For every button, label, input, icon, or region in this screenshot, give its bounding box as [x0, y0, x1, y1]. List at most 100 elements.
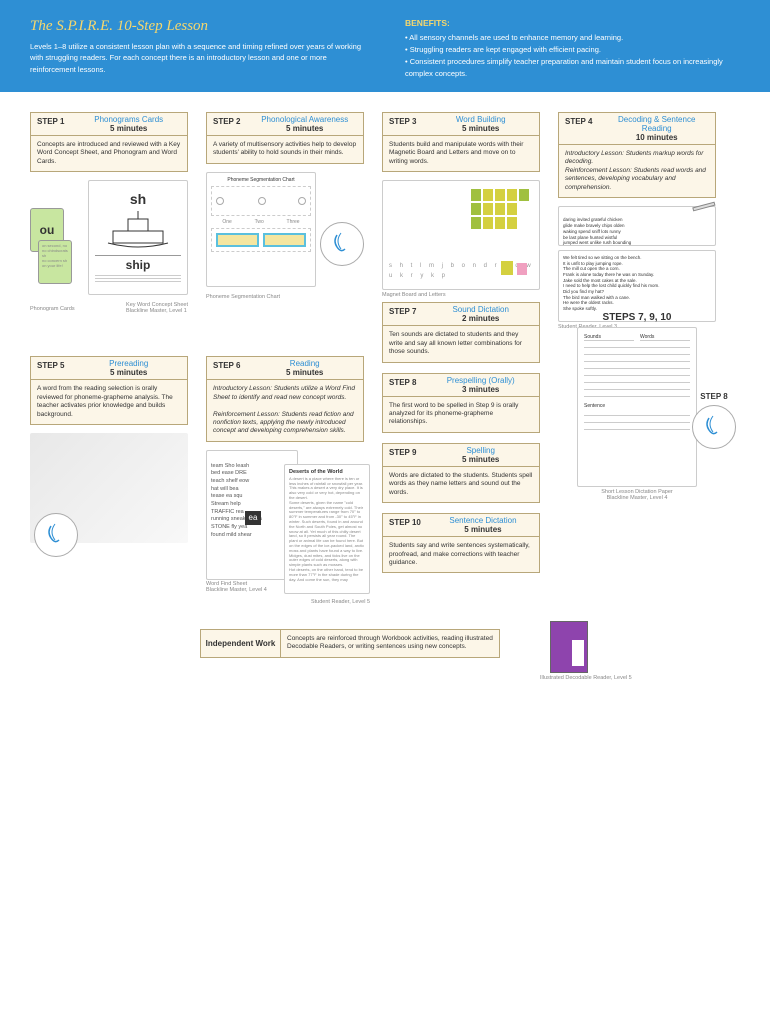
caption: Phonogram Cards	[30, 306, 75, 312]
step-num: STEP 7	[383, 303, 422, 325]
step-4: STEP 4Decoding & Sentence Reading10 minu…	[558, 112, 716, 198]
caption: Short Lesson Dictation Paper Blackline M…	[558, 489, 716, 501]
step-desc: Words are dictated to the students. Stud…	[383, 467, 539, 502]
step-5-visual	[30, 433, 188, 563]
ship-icon	[103, 211, 173, 251]
banner: The S.P.I.R.E. 10-Step Lesson Levels 1–8…	[0, 0, 770, 92]
caption: Illustrated Decodable Reader, Level 5	[540, 675, 632, 681]
step-desc: Students build and manipulate words with…	[383, 136, 539, 171]
content: STEP 1Phonograms Cards5 minutes Concepts…	[0, 92, 770, 701]
step-num: STEP 2	[207, 113, 246, 135]
caption: Word Find Sheet Blackline Master, Level …	[206, 581, 267, 593]
banner-benefits: BENEFITS: All sensory channels are used …	[405, 18, 740, 80]
step-9: STEP 9 Spelling5 minutes Words are dictat…	[382, 443, 540, 503]
step-8: STEP 8 Prespelling (Orally)3 minutes The …	[382, 373, 540, 433]
word-grid: daring invited grateful chicken glide ma…	[558, 206, 716, 246]
step-2-visual: Phoneme Segmentation Chart OneTwoThree	[206, 172, 364, 292]
step-time: 5 minutes	[431, 525, 535, 534]
step-7: STEP 7Sound Dictation2 minutes Ten sound…	[382, 302, 540, 362]
step-num: STEP 8	[383, 374, 422, 396]
banner-left: The S.P.I.R.E. 10-Step Lesson Levels 1–8…	[30, 18, 365, 80]
caption: Student Reader, Level 5	[311, 599, 370, 605]
independent-label: Independent Work	[201, 630, 281, 657]
step-num: STEP 6	[207, 357, 246, 379]
independent-work: Independent Work Concepts are reinforced…	[200, 629, 500, 658]
step-title: Phonological Awareness	[250, 115, 359, 124]
ear-icon	[320, 222, 364, 266]
caption: Key Word Concept Sheet Blackline Master,…	[126, 302, 188, 314]
step-2: STEP 2 Phonological Awareness5 minutes A …	[206, 112, 364, 164]
step-8-callout: STEP 8	[692, 392, 736, 449]
benefits-title: BENEFITS:	[405, 18, 740, 28]
steps-7-10: STEP 7Sound Dictation2 minutes Ten sound…	[382, 302, 540, 573]
step-3-visual: s h t l m j b o n d r g q w u k r y k p …	[382, 180, 540, 298]
step-time: 5 minutes	[426, 455, 535, 464]
step-6: STEP 6 Reading5 minutes Introductory Less…	[206, 356, 364, 442]
step-time: 5 minutes	[74, 124, 183, 133]
step-time: 5 minutes	[250, 368, 359, 377]
step-time: 10 minutes	[602, 133, 711, 142]
step-title: Sound Dictation	[426, 305, 535, 314]
benefit-item: All sensory channels are used to enhance…	[405, 32, 740, 44]
step-time: 5 minutes	[74, 368, 183, 377]
caption: Magnet Board and Letters	[382, 292, 540, 298]
step-time: 2 minutes	[426, 314, 535, 323]
step-5: STEP 5 Prereading5 minutes A word from th…	[30, 356, 188, 425]
step-10: STEP 10 Sentence Dictation5 minutes Stude…	[382, 513, 540, 573]
step-desc: Introductory Lesson: Students utilize a …	[207, 380, 363, 441]
step-time: 5 minutes	[426, 124, 535, 133]
step-num: STEP 5	[31, 357, 70, 379]
dictation-sheet: SoundsWords Sentence	[577, 327, 697, 487]
step-desc: Concepts are introduced and reviewed wit…	[31, 136, 187, 171]
concept-sheet: sh ship	[88, 180, 188, 295]
step-1-visual: sh ship ou on second, nono chindscrats s…	[30, 180, 188, 300]
decodable-reader: Illustrated Decodable Reader, Level 5	[540, 621, 632, 681]
row-2: STEP 5Prereading5 minutes A word from th…	[30, 356, 740, 609]
pencil-icon	[689, 199, 719, 215]
step-num: STEP 4	[559, 113, 598, 144]
phonogram-card-2: on second, nono chindscrats shno concern…	[38, 240, 72, 284]
banner-title: The S.P.I.R.E. 10-Step Lesson	[30, 18, 365, 35]
ear-icon	[34, 513, 78, 557]
step-num: STEP 10	[383, 514, 427, 536]
step8-label: STEP 8	[692, 392, 736, 401]
magnet-board: s h t l m j b o n d r g q w u k r y k p	[382, 180, 540, 290]
sh-text: sh	[95, 191, 181, 207]
step-title: Prereading	[74, 359, 183, 368]
book-icon	[550, 621, 588, 673]
step-desc: A variety of multisensory activities hel…	[207, 136, 363, 163]
ship-text: ship	[95, 258, 181, 272]
benefits-list: All sensory channels are used to enhance…	[405, 32, 740, 80]
independent-desc: Concepts are reinforced through Workbook…	[281, 630, 499, 657]
step-num: STEP 9	[383, 444, 422, 466]
step-title: Spelling	[426, 446, 535, 455]
step-desc: A word from the reading selection is ora…	[31, 380, 187, 424]
caption: Phoneme Segmentation Chart	[206, 294, 280, 300]
step-desc: The first word to be spelled in Step 9 i…	[383, 397, 539, 432]
step-desc: Introductory Lesson: Students markup wor…	[559, 145, 715, 197]
step-title: Reading	[250, 359, 359, 368]
step-title: Phonograms Cards	[74, 115, 183, 124]
benefit-item: Struggling readers are kept engaged with…	[405, 44, 740, 56]
phoneme-chart: Phoneme Segmentation Chart OneTwoThree	[206, 172, 316, 287]
step-1: STEP 1 Phonograms Cards5 minutes Concepts…	[30, 112, 188, 172]
step-time: 3 minutes	[426, 385, 535, 394]
step-6-visual: team Sho leash bed ease DRE teach shelf …	[206, 450, 364, 595]
step-num: STEP 1	[31, 113, 70, 135]
step-desc: Students say and write sentences systema…	[383, 537, 539, 572]
chart-title: Phoneme Segmentation Chart	[211, 177, 311, 183]
ear-icon	[692, 405, 736, 449]
step-3: STEP 3 Word Building5 minutes Students bu…	[382, 112, 540, 172]
deserts-text: A desert is a place where there is ten o…	[289, 477, 365, 583]
independent-row: Independent Work Concepts are reinforced…	[30, 621, 740, 681]
step-title: Word Building	[426, 115, 535, 124]
right-visual-col: STEPS 7, 9, 10 SoundsWords Sentence Shor…	[558, 312, 716, 501]
reader-page: Deserts of the World A desert is a place…	[284, 464, 370, 594]
step-title: Decoding & Sentence Reading	[602, 115, 711, 133]
steps-7910-label: STEPS 7, 9, 10	[558, 312, 716, 323]
step-time: 5 minutes	[250, 124, 359, 133]
step-title: Sentence Dictation	[431, 516, 535, 525]
step-num: STEP 3	[383, 113, 422, 135]
step-title: Prespelling (Orally)	[426, 376, 535, 385]
deserts-title: Deserts of the World	[289, 469, 365, 475]
